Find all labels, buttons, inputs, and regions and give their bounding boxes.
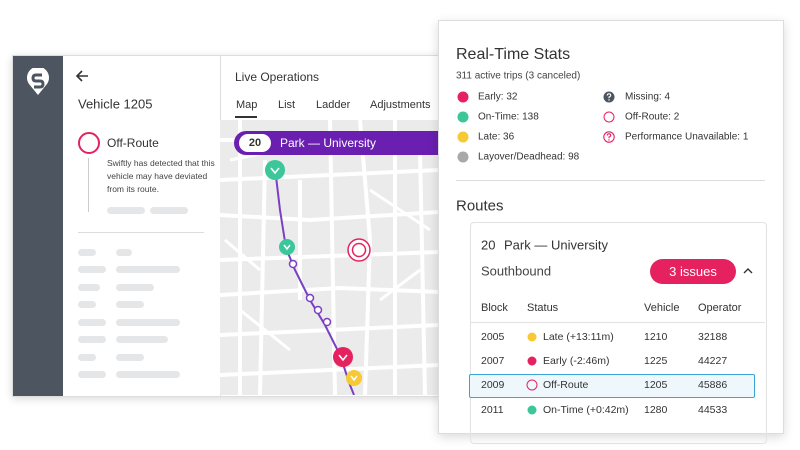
stat: Performance Unavailable: 1 bbox=[625, 131, 749, 143]
tab[interactable]: Ladder bbox=[316, 99, 351, 111]
collapse-button[interactable] bbox=[742, 266, 754, 275]
placeholder bbox=[116, 336, 168, 343]
route-name: Park — University bbox=[504, 237, 609, 253]
stat: Missing: 4 bbox=[625, 91, 671, 103]
placeholder bbox=[78, 284, 100, 291]
status-dot bbox=[603, 111, 615, 123]
back-button[interactable] bbox=[74, 69, 90, 83]
stat: Early: 32 bbox=[478, 91, 518, 103]
tab[interactable]: Adjustments bbox=[370, 99, 431, 111]
table-cell: 44227 bbox=[698, 355, 728, 367]
placeholder bbox=[116, 301, 144, 308]
route-banner-name: Park — University bbox=[280, 136, 377, 150]
placeholder bbox=[107, 207, 145, 214]
status-dot bbox=[527, 405, 537, 415]
divider bbox=[471, 322, 765, 323]
stat: On-Time: 138 bbox=[478, 111, 539, 123]
table-cell: 45886 bbox=[698, 379, 728, 391]
table-cell: 1210 bbox=[644, 331, 668, 343]
missing-icon bbox=[603, 91, 615, 103]
vehicle-message: Swiftly has detected that this vehicle m… bbox=[107, 158, 215, 194]
column-header: Vehicle bbox=[644, 302, 680, 314]
route-card bbox=[470, 222, 767, 444]
placeholder bbox=[78, 354, 96, 361]
column-header: Block bbox=[481, 302, 508, 314]
stats-summary: 311 active trips (3 canceled) bbox=[456, 70, 581, 82]
placeholder bbox=[150, 207, 188, 214]
timeline bbox=[88, 158, 89, 212]
placeholder bbox=[78, 319, 106, 326]
vehicle-status: Off-Route bbox=[107, 136, 159, 150]
unavailable-icon bbox=[603, 131, 615, 143]
map bbox=[220, 120, 439, 395]
table-cell: Off-Route bbox=[543, 379, 589, 391]
tab[interactable]: Map bbox=[236, 99, 258, 111]
route-number: 20 bbox=[481, 237, 496, 253]
placeholder bbox=[78, 301, 96, 308]
logo bbox=[27, 68, 49, 95]
placeholder bbox=[116, 319, 180, 326]
issues-badge[interactable]: 3 issues bbox=[650, 259, 736, 284]
table-cell: Early (-2:46m) bbox=[543, 355, 610, 367]
placeholder bbox=[116, 249, 132, 256]
stat: Off-Route: 2 bbox=[625, 111, 680, 123]
table-cell: 1205 bbox=[644, 379, 668, 391]
placeholder bbox=[78, 336, 106, 343]
status-dot bbox=[457, 91, 469, 103]
placeholder bbox=[116, 284, 154, 291]
placeholder bbox=[116, 371, 180, 378]
table-cell: 44533 bbox=[698, 404, 728, 416]
tab-underline bbox=[235, 116, 257, 118]
stats-card bbox=[438, 20, 784, 434]
off-route-icon bbox=[78, 132, 100, 154]
status-dot bbox=[457, 131, 469, 143]
table-cell: 2005 bbox=[481, 331, 505, 343]
divider bbox=[78, 232, 204, 233]
status-dot bbox=[527, 356, 537, 366]
direction: Southbound bbox=[481, 263, 552, 279]
status-dot bbox=[457, 151, 469, 163]
divider bbox=[456, 180, 765, 181]
table-cell: 1225 bbox=[644, 355, 668, 367]
table-cell: 32188 bbox=[698, 331, 728, 343]
stat: Layover/Deadhead: 98 bbox=[478, 151, 580, 163]
column-header: Status bbox=[527, 302, 559, 314]
live-operations-title: Live Operations bbox=[235, 70, 320, 84]
table-cell: Late (+13:11m) bbox=[543, 331, 614, 343]
table-cell: 2009 bbox=[481, 379, 505, 391]
stats-title: Real-Time Stats bbox=[456, 46, 571, 63]
selected-row[interactable] bbox=[469, 374, 755, 398]
tab[interactable]: List bbox=[278, 99, 296, 111]
status-dot bbox=[526, 379, 538, 391]
placeholder bbox=[78, 266, 106, 273]
column-header: Operator bbox=[698, 302, 742, 314]
placeholder bbox=[116, 354, 144, 361]
stat: Late: 36 bbox=[478, 131, 515, 143]
table-cell: 2007 bbox=[481, 355, 505, 367]
table-cell: On-Time (+0:42m) bbox=[543, 404, 629, 416]
status-dot bbox=[527, 332, 537, 342]
routes-title: Routes bbox=[456, 197, 504, 215]
sidebar bbox=[13, 56, 63, 396]
table-cell: 2011 bbox=[481, 404, 504, 416]
placeholder bbox=[78, 371, 106, 378]
table-cell: 1280 bbox=[644, 404, 668, 416]
vehicle-title: Vehicle 1205 bbox=[78, 96, 153, 112]
placeholder bbox=[78, 249, 96, 256]
placeholder bbox=[116, 266, 180, 273]
route-number-badge: 20 bbox=[239, 134, 271, 152]
status-dot bbox=[457, 111, 469, 123]
